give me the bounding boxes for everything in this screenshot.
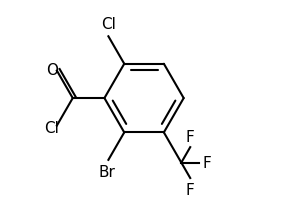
Text: Cl: Cl xyxy=(44,120,59,135)
Text: O: O xyxy=(46,62,58,77)
Text: F: F xyxy=(186,182,195,197)
Text: Br: Br xyxy=(99,164,116,179)
Text: Cl: Cl xyxy=(101,17,116,32)
Text: F: F xyxy=(203,155,212,170)
Text: F: F xyxy=(186,129,195,144)
